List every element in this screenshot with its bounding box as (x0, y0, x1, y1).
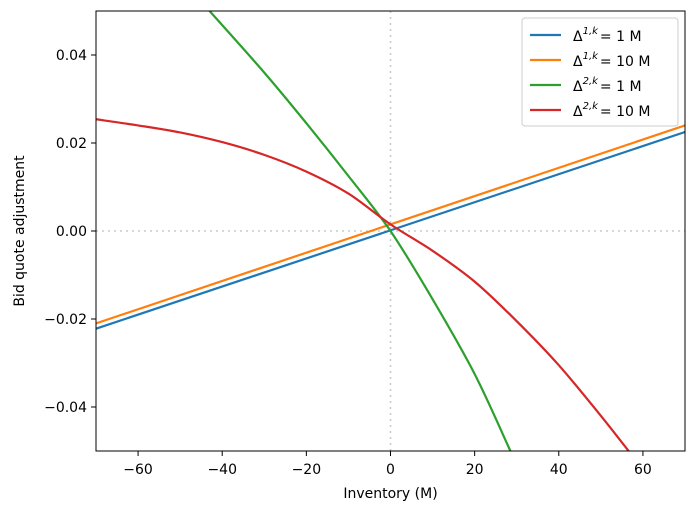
legend-label-3: Δ2,k = 1 M (573, 76, 642, 95)
x-tick-label: −40 (207, 462, 237, 478)
legend-label-2: Δ1,k = 10 M (573, 51, 650, 70)
series-line-3 (208, 11, 512, 451)
series-line-4 (96, 118, 630, 451)
y-axis-label: Bid quote adjustment (12, 155, 28, 307)
x-tick-label: 20 (466, 462, 484, 478)
legend-label-4: Δ2,k = 10 M (573, 101, 650, 120)
y-tick-label: 0.00 (56, 224, 87, 240)
legend-box (521, 17, 679, 127)
x-axis-label: Inventory (M) (343, 486, 437, 502)
y-tick-label: 0.02 (56, 136, 87, 152)
y-tick-label: −0.04 (44, 400, 87, 416)
x-tick-label: −60 (123, 462, 153, 478)
x-tick-label: −20 (292, 462, 322, 478)
y-tick-label: −0.02 (44, 312, 87, 328)
y-tick-label: 0.04 (56, 48, 87, 64)
x-tick-label: 40 (550, 462, 568, 478)
x-tick-label: 0 (386, 462, 395, 478)
y-axis: −0.04 −0.02 0.00 0.02 0.04 (44, 48, 96, 416)
legend-label-1: Δ1,k = 1 M (573, 26, 642, 45)
legend: Δ1,k = 1 M Δ1,k = 10 M Δ2,k = 1 M Δ2,k = 10 M (521, 17, 679, 127)
x-tick-label: 60 (634, 462, 652, 478)
series-group (96, 11, 685, 451)
x-axis: −60 −40 −20 0 20 40 60 (123, 451, 652, 478)
